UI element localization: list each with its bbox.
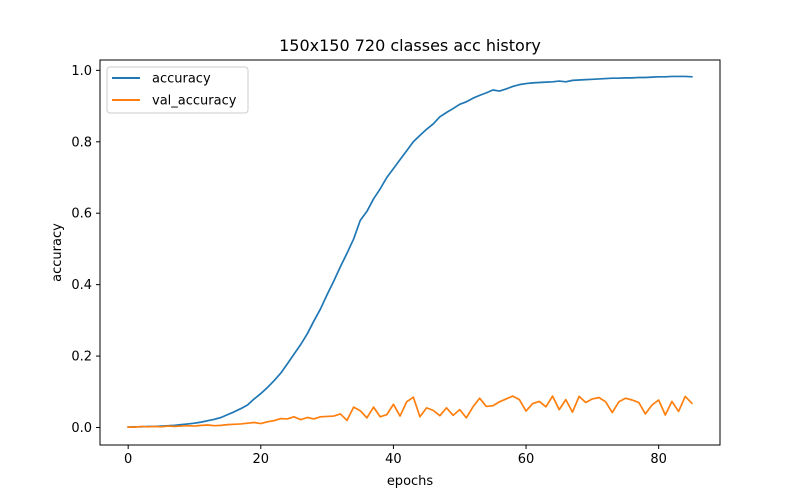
x-axis-label: epochs xyxy=(387,474,434,489)
x-tick-label: 40 xyxy=(385,452,402,467)
chart-title: 150x150 720 classes acc history xyxy=(279,36,541,55)
legend-label-accuracy: accuracy xyxy=(152,72,211,87)
series-line-accuracy xyxy=(127,75,693,429)
x-axis-ticks: 0 20 40 60 80 xyxy=(124,445,667,467)
y-axis-ticks: 0.0 0.2 0.4 0.6 0.8 1.0 xyxy=(71,64,100,436)
x-tick-label: 80 xyxy=(650,452,667,467)
y-tick-label: 0.6 xyxy=(71,207,92,222)
legend-label-val-accuracy: val_accuracy xyxy=(152,94,237,109)
axes-frame xyxy=(99,59,721,446)
y-tick-label: 0.2 xyxy=(71,350,92,365)
legend: accuracy val_accuracy xyxy=(106,66,249,114)
series-line-val-accuracy xyxy=(127,395,694,428)
x-tick-label: 60 xyxy=(518,452,535,467)
y-tick-label: 1.0 xyxy=(71,64,92,79)
y-axis-label: accuracy xyxy=(50,223,65,282)
y-tick-label: 0.4 xyxy=(71,278,92,293)
plot-area: 0 20 40 60 80 0.0 0.2 0.4 0.6 0.8 1.0 xyxy=(71,59,721,467)
lines-layer xyxy=(127,75,694,429)
x-tick-label: 20 xyxy=(253,452,270,467)
y-tick-label: 0.8 xyxy=(71,135,92,150)
legend-box xyxy=(106,66,249,114)
x-tick-label: 0 xyxy=(124,452,132,467)
y-tick-label: 0.0 xyxy=(71,421,92,436)
